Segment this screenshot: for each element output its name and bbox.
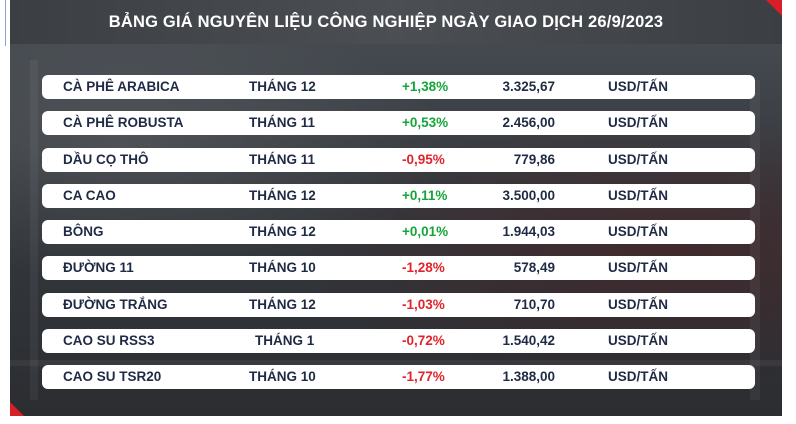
- contract-month: THÁNG 12: [249, 187, 316, 203]
- commodity-name: ĐƯỜNG TRẮNG: [63, 296, 168, 312]
- contract-month: THÁNG 11: [249, 151, 316, 167]
- price-value: 1.540,42: [502, 333, 555, 349]
- contract-month: THÁNG 10: [249, 260, 316, 276]
- corner-accent-top-right: [766, 0, 782, 16]
- header-bar: BẢNG GIÁ NGUYÊN LIỆU CÔNG NGHIỆP NGÀY GI…: [10, 0, 782, 44]
- price-change: +0,01%: [402, 224, 449, 240]
- left-border-rule: [0, 0, 6, 46]
- price-change: -1,77%: [402, 369, 445, 385]
- price-unit: USD/TẤN: [608, 79, 668, 94]
- price-value: 1.944,03: [502, 224, 555, 240]
- page-title: BẢNG GIÁ NGUYÊN LIỆU CÔNG NGHIỆP NGÀY GI…: [108, 12, 664, 31]
- contract-month: THÁNG 11: [249, 115, 316, 131]
- price-change: -0,95%: [402, 151, 445, 167]
- price-value: 2.456,00: [502, 115, 555, 131]
- table-row: CAO SU TSR20 THÁNG 10 -1,77% 1.388,00 US…: [42, 365, 755, 390]
- price-value: 3.325,67: [502, 79, 555, 94]
- table-row: CAO SU RSS3 THÁNG 1 -0,72% 1.540,42 USD/…: [42, 329, 755, 354]
- price-change: -1,28%: [402, 260, 445, 276]
- price-unit: USD/TẤN: [608, 369, 668, 385]
- price-change: +0,11%: [402, 187, 448, 203]
- price-unit: USD/TẤN: [608, 333, 668, 349]
- contract-month: THÁNG 12: [249, 79, 316, 94]
- commodity-name: CÀ PHÊ ARABICA: [63, 79, 180, 94]
- price-value: 779,86: [513, 151, 555, 167]
- price-change: -1,03%: [402, 296, 445, 312]
- table-row: DẦU CỌ THÔ THÁNG 11 -0,95% 779,86 USD/TẤ…: [42, 147, 755, 172]
- table-row: CA CAO THÁNG 12 +0,11% 3.500,00 USD/TẤN: [42, 183, 755, 208]
- commodity-name: ĐƯỜNG 11: [63, 260, 134, 276]
- commodity-name: DẦU CỌ THÔ: [63, 151, 149, 167]
- commodity-name: CAO SU TSR20: [63, 369, 162, 385]
- table-row: CÀ PHÊ ARABICA THÁNG 12 +1,38% 3.325,67 …: [42, 75, 755, 99]
- commodity-name: CAO SU RSS3: [63, 333, 155, 349]
- commodity-name: CA CAO: [63, 187, 116, 203]
- price-value: 3.500,00: [502, 187, 555, 203]
- table-row: BÔNG THÁNG 12 +0,01% 1.944,03 USD/TẤN: [42, 220, 755, 245]
- table-row: ĐƯỜNG 11 THÁNG 10 -1,28% 578,49 USD/TẤN: [42, 256, 755, 281]
- contract-month: THÁNG 1: [255, 333, 315, 349]
- price-value: 578,49: [513, 260, 555, 276]
- contract-month: THÁNG 12: [249, 296, 316, 312]
- commodity-name: BÔNG: [63, 224, 104, 240]
- corner-accent-bottom-left: [10, 402, 24, 416]
- table-row: ĐƯỜNG TRẮNG THÁNG 12 -1,03% 710,70 USD/T…: [42, 292, 755, 317]
- price-change: -0,72%: [402, 333, 445, 349]
- price-value: 1.388,00: [502, 369, 555, 385]
- price-unit: USD/TẤN: [608, 296, 668, 312]
- price-unit: USD/TẤN: [608, 151, 668, 167]
- price-unit: USD/TẤN: [608, 224, 668, 240]
- table-row: CÀ PHÊ ROBUSTA THÁNG 11 +0,53% 2.456,00 …: [42, 111, 755, 136]
- price-unit: USD/TẤN: [608, 115, 668, 131]
- price-value: 710,70: [513, 296, 555, 312]
- price-change: +1,38%: [402, 79, 449, 94]
- commodity-name: CÀ PHÊ ROBUSTA: [63, 115, 184, 131]
- price-unit: USD/TẤN: [608, 260, 668, 276]
- price-table: CÀ PHÊ ARABICA THÁNG 12 +1,38% 3.325,67 …: [42, 75, 755, 402]
- price-unit: USD/TẤN: [608, 187, 668, 203]
- price-change: +0,53%: [402, 115, 449, 131]
- contract-month: THÁNG 12: [249, 224, 316, 240]
- contract-month: THÁNG 10: [249, 369, 316, 385]
